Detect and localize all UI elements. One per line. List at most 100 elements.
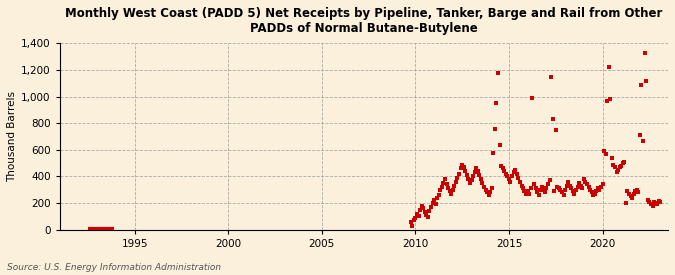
Point bbox=[572, 185, 583, 189]
Point bbox=[636, 82, 647, 87]
Point bbox=[469, 170, 480, 175]
Point bbox=[441, 182, 452, 187]
Point bbox=[462, 173, 472, 177]
Point bbox=[477, 181, 488, 185]
Point bbox=[432, 196, 443, 200]
Point bbox=[593, 186, 603, 191]
Point bbox=[613, 168, 624, 172]
Point bbox=[560, 188, 570, 192]
Point bbox=[429, 198, 439, 203]
Point bbox=[522, 189, 533, 193]
Point bbox=[437, 185, 448, 189]
Point bbox=[412, 211, 423, 216]
Point bbox=[510, 168, 520, 172]
Point bbox=[525, 186, 536, 191]
Point bbox=[574, 181, 585, 185]
Point bbox=[413, 214, 424, 219]
Point bbox=[463, 177, 474, 181]
Point bbox=[568, 189, 578, 193]
Point bbox=[529, 182, 539, 187]
Point bbox=[524, 192, 535, 196]
Point bbox=[407, 224, 418, 228]
Point bbox=[588, 193, 599, 197]
Point bbox=[474, 173, 485, 177]
Point bbox=[591, 189, 602, 193]
Point bbox=[599, 149, 610, 153]
Text: Source: U.S. Energy Information Administration: Source: U.S. Energy Information Administ… bbox=[7, 263, 221, 272]
Point bbox=[433, 193, 444, 197]
Point bbox=[424, 209, 435, 213]
Point bbox=[516, 184, 527, 188]
Point bbox=[425, 205, 436, 209]
Point bbox=[554, 186, 564, 191]
Point bbox=[580, 180, 591, 184]
Point bbox=[585, 188, 595, 192]
Point bbox=[643, 198, 653, 203]
Point bbox=[494, 142, 505, 147]
Point bbox=[655, 200, 666, 205]
Point bbox=[538, 188, 549, 192]
Point bbox=[622, 189, 633, 193]
Point bbox=[625, 194, 636, 199]
Point bbox=[466, 178, 477, 183]
Point bbox=[577, 186, 588, 191]
Point bbox=[649, 200, 659, 204]
Point bbox=[416, 204, 427, 208]
Point bbox=[438, 181, 449, 185]
Point bbox=[448, 188, 458, 192]
Point bbox=[644, 200, 655, 204]
Point bbox=[544, 178, 555, 183]
Point bbox=[482, 190, 493, 195]
Point bbox=[410, 216, 421, 220]
Point bbox=[533, 193, 544, 197]
Point bbox=[497, 166, 508, 171]
Point bbox=[535, 188, 545, 192]
Point bbox=[530, 186, 541, 191]
Point bbox=[472, 169, 483, 173]
Point bbox=[550, 128, 561, 132]
Point bbox=[421, 213, 431, 217]
Point bbox=[488, 150, 499, 155]
Point bbox=[495, 164, 506, 168]
Point bbox=[583, 185, 594, 189]
Point bbox=[614, 165, 625, 169]
Point bbox=[446, 192, 457, 196]
Point bbox=[408, 218, 419, 222]
Point bbox=[602, 98, 613, 103]
Point bbox=[607, 156, 618, 160]
Point bbox=[597, 182, 608, 187]
Point bbox=[634, 133, 645, 138]
Point bbox=[460, 169, 470, 173]
Point bbox=[608, 162, 619, 167]
Point bbox=[569, 192, 580, 196]
Point bbox=[645, 202, 656, 207]
Point bbox=[616, 164, 626, 168]
Point bbox=[427, 201, 438, 205]
Point bbox=[500, 172, 511, 176]
Point bbox=[513, 176, 524, 180]
Point bbox=[505, 180, 516, 184]
Point bbox=[558, 193, 569, 197]
Point bbox=[555, 188, 566, 192]
Point bbox=[454, 172, 464, 176]
Point bbox=[589, 192, 600, 196]
Point bbox=[537, 185, 547, 189]
Point bbox=[547, 117, 558, 121]
Point bbox=[444, 189, 455, 193]
Point bbox=[527, 96, 538, 100]
Point bbox=[543, 182, 554, 187]
Point bbox=[499, 169, 510, 173]
Point bbox=[489, 126, 500, 131]
Point bbox=[619, 160, 630, 164]
Point bbox=[430, 202, 441, 207]
Point bbox=[578, 177, 589, 181]
Point bbox=[487, 186, 497, 191]
Point bbox=[508, 170, 519, 175]
Point bbox=[419, 210, 430, 215]
Point bbox=[435, 188, 446, 192]
Point bbox=[639, 50, 650, 55]
Point bbox=[620, 201, 631, 205]
Point bbox=[443, 186, 454, 191]
Point bbox=[594, 188, 605, 192]
Point bbox=[545, 74, 556, 79]
